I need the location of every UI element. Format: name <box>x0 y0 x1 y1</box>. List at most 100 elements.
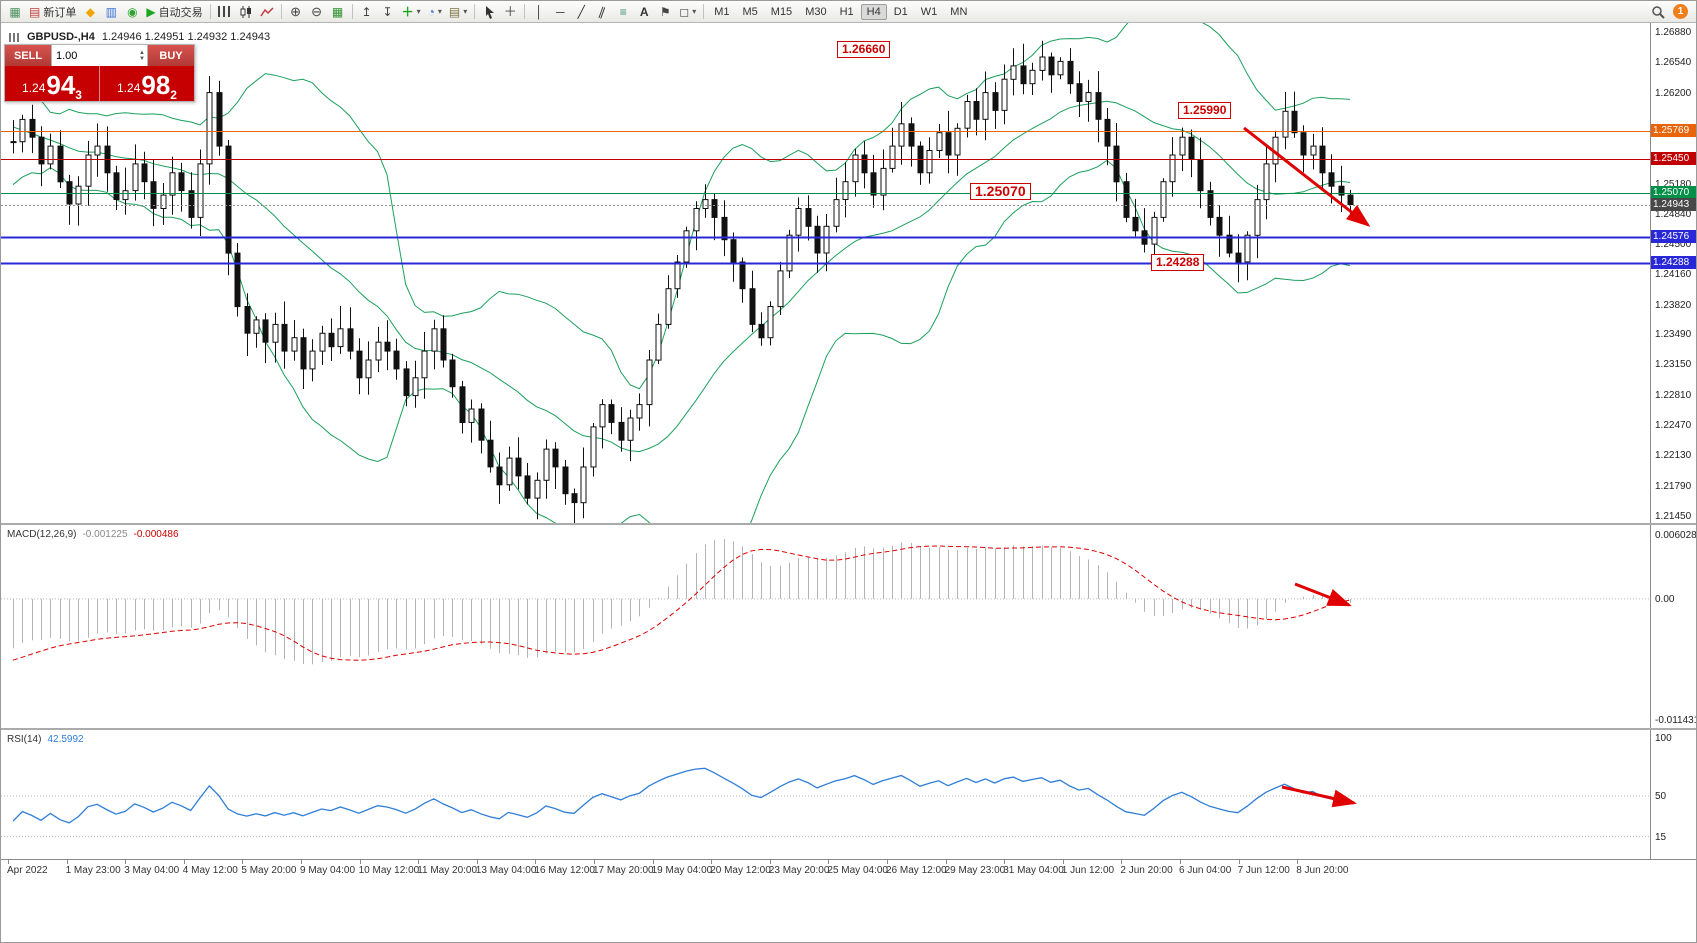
timeframe-D1[interactable]: D1 <box>893 5 908 18</box>
timeframe-MN[interactable]: MN <box>950 5 968 18</box>
time-axis-tick <box>828 860 830 864</box>
toolbar: ▦ ▤ 新订单 ◆ ▥ ◉ ▶ 自动交易 ⊕ ⊖ ▦ ↥ ↧ ＋ ▾ ◔ ▾ ▤ ▾ ＋ … <box>1 1 1696 23</box>
add-indicator-icon: ＋ <box>401 4 414 19</box>
timeframe-W1[interactable]: W1 <box>920 5 938 18</box>
label-button[interactable]: ⚑ <box>655 2 675 21</box>
vertical-line-button[interactable]: │ <box>529 2 549 21</box>
periods-button[interactable]: ◔ ▾ <box>425 2 445 21</box>
shapes-button[interactable]: ◻ ▾ <box>676 2 699 21</box>
new-chart-button[interactable]: ▦ <box>5 2 25 21</box>
market-watch-button[interactable]: ▥ <box>101 2 121 21</box>
autotrade-button[interactable]: ▶ 自动交易 <box>143 2 205 21</box>
shapes-icon: ◻ <box>679 4 690 19</box>
main-chart-panel: GBPUSD-,H4 1.24946 1.24951 1.24932 1.249… <box>1 23 1650 523</box>
price-tag: 1.25450 <box>1651 152 1696 166</box>
search-button[interactable] <box>1648 2 1668 21</box>
text-button[interactable]: A <box>634 2 654 21</box>
trendline-button[interactable]: ╱ <box>571 2 591 21</box>
price-callout[interactable]: 1.24288 <box>1151 254 1205 271</box>
trend-arrow[interactable] <box>1243 126 1371 227</box>
templates-button[interactable]: ▤ ▾ <box>446 2 470 21</box>
crosshair-button[interactable]: ＋ <box>500 2 520 21</box>
crosshair-icon: ＋ <box>503 4 517 19</box>
timeframe-M15[interactable]: M15 <box>770 5 793 18</box>
template-icon: ▤ <box>448 4 461 19</box>
price-axis-tick: 1.26880 <box>1655 27 1692 38</box>
price-callout[interactable]: 1.26660 <box>837 41 891 58</box>
trend-arrow[interactable] <box>1281 785 1357 808</box>
macd-svg[interactable] <box>1 525 1650 728</box>
price-callout[interactable]: 1.25070 <box>970 183 1031 200</box>
time-axis[interactable]: Apr 2022 1 May 23:00 3 May 04:00 4 May 12:0… <box>1 859 1696 881</box>
community-button[interactable]: ◉ <box>122 2 142 21</box>
time-axis-tick <box>945 860 947 864</box>
line-chart-button[interactable] <box>257 2 277 21</box>
notification-badge[interactable]: 1 <box>1673 4 1688 19</box>
time-axis-tick <box>769 860 771 864</box>
favorites-button[interactable]: ◆ <box>80 2 100 21</box>
label-flag-icon: ⚑ <box>659 4 671 19</box>
channel-button[interactable]: ∥ <box>592 2 612 21</box>
panel-separator[interactable] <box>1 728 1696 730</box>
price-axis-tick: 1.24500 <box>1655 239 1692 251</box>
sell-button[interactable]: SELL <box>5 45 51 66</box>
cursor-button[interactable] <box>479 2 499 21</box>
zoom-in-button[interactable]: ⊕ <box>286 2 306 21</box>
macd-histogram <box>13 539 1351 665</box>
volume-input[interactable] <box>52 49 138 62</box>
time-axis-tick <box>1004 860 1006 864</box>
price-axis-tick: 1.21790 <box>1655 480 1692 492</box>
bollinger-bands <box>12 23 1351 523</box>
time-axis-label: 23 May 20:00 <box>768 865 830 876</box>
arrange-down-button[interactable]: ↧ <box>378 2 398 21</box>
trend-arrow[interactable] <box>1294 582 1352 607</box>
buy-price-display[interactable]: 1.24 98 2 <box>117 70 177 102</box>
time-axis-tick <box>711 860 713 864</box>
time-axis-label: 29 May 23:00 <box>944 865 1006 876</box>
time-axis-label: 26 May 12:00 <box>886 865 947 876</box>
horizontal-line-button[interactable]: ─ <box>550 2 570 21</box>
sell-price-display[interactable]: 1.24 94 3 <box>22 70 82 102</box>
vertical-line-icon: │ <box>535 4 543 19</box>
macd-signal-line <box>12 545 1351 661</box>
time-axis-tick <box>125 860 127 864</box>
bar-chart-button[interactable] <box>215 2 235 21</box>
price-callout[interactable]: 1.25990 <box>1178 102 1232 119</box>
timeframe-H1[interactable]: H1 <box>839 5 854 18</box>
candlestick-chart-button[interactable] <box>236 2 256 21</box>
price-axis-tick: 1.23150 <box>1655 359 1692 371</box>
timeframe-M30[interactable]: M30 <box>805 5 827 18</box>
new-order-button[interactable]: ▤ 新订单 <box>26 2 79 21</box>
macd-signal-value: -0.000486 <box>133 529 179 540</box>
price-axis-tick: 1.24840 <box>1655 208 1692 220</box>
time-axis-label: 25 May 04:00 <box>827 865 888 876</box>
price-tag: 1.25070 <box>1651 186 1696 200</box>
rsi-axis-label: 50 <box>1655 791 1667 802</box>
timeframe-H4[interactable]: H4 <box>860 3 887 20</box>
price-tag: 1.24576 <box>1651 230 1696 244</box>
rsi-svg[interactable] <box>1 730 1650 859</box>
price-axis-tick: 1.25180 <box>1655 178 1692 190</box>
arrange-up-button[interactable]: ↥ <box>357 2 377 21</box>
zoom-out-button[interactable]: ⊖ <box>307 2 327 21</box>
fibonacci-button[interactable]: ≡ <box>613 2 633 21</box>
stepper-down-icon[interactable]: ▼ <box>139 55 145 62</box>
volume-stepper[interactable]: ▲ ▼ <box>137 50 147 62</box>
add-indicator-button[interactable]: ＋ ▾ <box>399 2 424 21</box>
tile-windows-button[interactable]: ▦ <box>328 2 348 21</box>
stepper-up-icon[interactable]: ▲ <box>139 49 145 56</box>
rsi-panel: RSI(14) 42.5992 <box>1 730 1650 859</box>
price-axis[interactable]: 1.26880 1.26540 1.26200 1.25180 1.24840 1.245… <box>1650 23 1696 859</box>
main-chart-svg[interactable] <box>1 23 1650 523</box>
panel-separator[interactable] <box>1 523 1696 525</box>
buy-button[interactable]: BUY <box>148 45 194 66</box>
timeframe-M5[interactable]: M5 <box>742 5 758 18</box>
timeframe-M1[interactable]: M1 <box>714 5 730 18</box>
price-axis-tick: 1.21450 <box>1655 511 1692 522</box>
time-axis-label: 1 May 23:00 <box>65 865 121 876</box>
cursor-icon <box>485 5 494 19</box>
horizontal-line-icon: ─ <box>555 4 565 19</box>
time-axis-tick <box>887 860 888 864</box>
